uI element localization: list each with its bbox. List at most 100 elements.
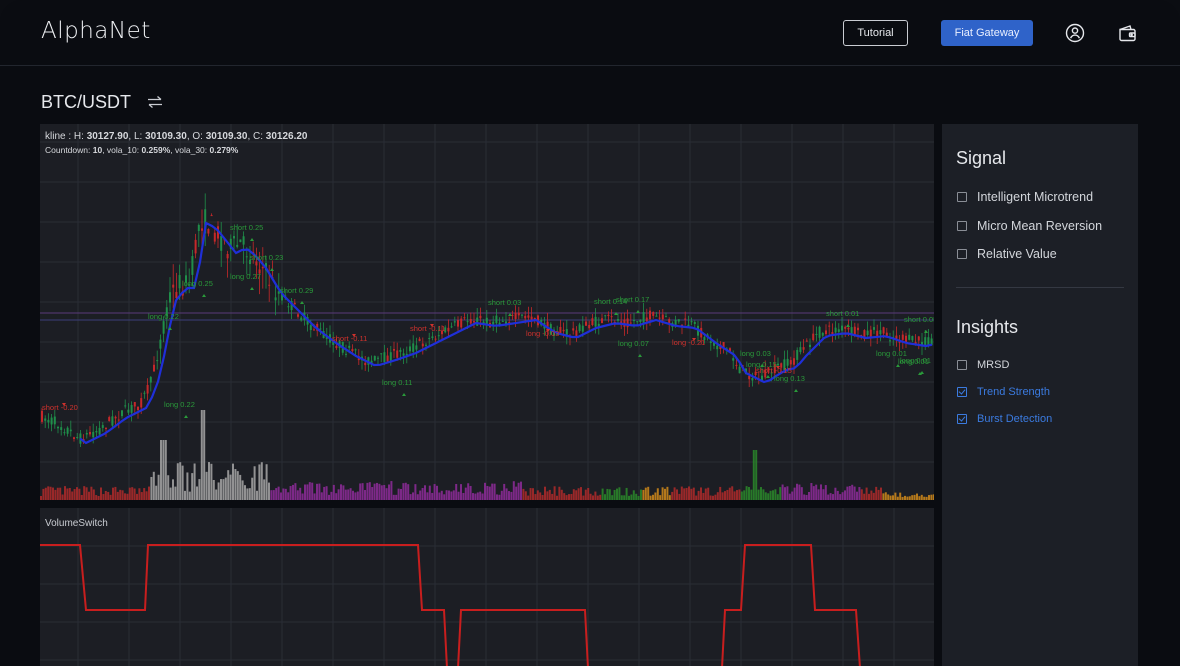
volume-bar [536, 490, 539, 500]
candle-body [220, 235, 223, 251]
candle-body [722, 342, 725, 349]
volume-bar [731, 486, 734, 500]
volume-bar [724, 491, 726, 500]
volume-bar [817, 489, 820, 500]
candle-body [121, 410, 123, 417]
candle-body [905, 335, 907, 343]
volume-bar [928, 495, 930, 500]
volume-bar [606, 488, 609, 500]
volume-bar [601, 488, 604, 500]
wallet-icon[interactable] [1116, 22, 1138, 44]
tutorial-button[interactable]: Tutorial [843, 20, 908, 46]
candle-body [389, 352, 392, 362]
kline-high: 30127.90 [86, 131, 129, 142]
volume-bar [342, 485, 345, 500]
checkbox[interactable] [957, 360, 967, 370]
candle-body [396, 350, 399, 358]
volume-bar [239, 474, 242, 500]
candle-body [681, 324, 683, 326]
insight-option-mrsd[interactable]: MRSD [957, 359, 1009, 371]
vola30-value: 0.279% [209, 145, 239, 155]
volume-bar [683, 488, 686, 500]
user-circle-icon[interactable] [1064, 22, 1086, 44]
checkbox[interactable] [957, 192, 967, 202]
volume-bar [690, 488, 693, 500]
candle-body [793, 358, 795, 365]
insights-heading: Insights [956, 317, 1019, 337]
candle-body [879, 330, 882, 335]
candle-body [66, 427, 69, 434]
signal-label: long 0.01 [876, 349, 907, 358]
candle-body [309, 325, 312, 331]
signal-option-micro-mean-reversion[interactable]: Micro Mean Reversion [957, 219, 1102, 233]
candle-body [498, 322, 501, 325]
moving-average-line [79, 221, 933, 445]
volume-bar [64, 486, 66, 500]
volume-bar [709, 495, 712, 500]
candle-body [476, 317, 479, 326]
candle-body [773, 363, 776, 374]
candle-body [268, 284, 271, 286]
volume-bar [800, 487, 803, 500]
fiat-gateway-button[interactable]: Fiat Gateway [941, 20, 1033, 46]
volume-bar [304, 484, 306, 500]
volume-bar [116, 491, 119, 500]
volume-bar [253, 466, 256, 500]
volume-bar [608, 489, 611, 500]
signal-option-relative-value[interactable]: Relative Value [957, 247, 1057, 261]
volume-bar [385, 488, 388, 500]
volume-bar [131, 487, 134, 500]
volume-bar [644, 487, 647, 500]
volume-bar [390, 481, 393, 500]
checkbox-checked[interactable] [957, 387, 967, 397]
candle-body [402, 353, 405, 356]
price-chart[interactable]: short -0.20 long 0.22 long 0.22 long 0.25 sh… [40, 124, 934, 500]
volume-bar [488, 486, 491, 500]
volume-bar [316, 483, 318, 500]
volume-bar [894, 492, 897, 500]
volume-bar [611, 495, 614, 500]
volume-bar [236, 471, 239, 500]
volume-bar [479, 491, 482, 500]
volume-bar [102, 494, 105, 500]
insight-option-burst-detection[interactable]: Burst Detection [957, 413, 1052, 425]
volume-bar [671, 491, 674, 500]
candle-body [501, 320, 504, 322]
candle-body [751, 378, 754, 381]
logo[interactable]: AlphaNet [41, 18, 151, 44]
insight-option-trend-strength[interactable]: Trend Strength [957, 386, 1050, 398]
candle-body [473, 321, 475, 323]
volume-bar [472, 493, 474, 500]
volume-bar [440, 490, 443, 500]
checkbox[interactable] [957, 249, 967, 259]
checkbox-checked[interactable] [957, 414, 967, 424]
signal-option-intelligent-microtrend[interactable]: Intelligent Microtrend [957, 190, 1093, 204]
volume-bar [712, 495, 714, 500]
volume-bar [784, 487, 786, 500]
volume-bar [582, 495, 585, 500]
signal-arrow [250, 238, 254, 241]
signal-heading: Signal [956, 148, 1007, 168]
volume-switch-chart[interactable]: VolumeSwitch [40, 508, 934, 666]
volume-bar [306, 484, 309, 500]
signal-annotations: short -0.20 long 0.22 long 0.22 long 0.25 sh… [42, 223, 934, 418]
volume-bar [424, 485, 426, 500]
candle-body [921, 342, 923, 346]
volume-bar [858, 487, 861, 500]
kline-l-label: , L: [128, 131, 146, 142]
signal-arrow [202, 294, 206, 297]
candle-body [850, 327, 853, 335]
signal-label: long 0.13 [774, 374, 805, 383]
volume-bar [162, 440, 165, 500]
volume-bar [455, 483, 458, 500]
volume-bar [716, 492, 719, 500]
candle-body [332, 340, 335, 345]
signal-label: short -0.11 [332, 334, 367, 343]
candle-body [277, 291, 280, 294]
volume-bar [599, 494, 602, 500]
volume-bar [380, 485, 383, 500]
checkbox[interactable] [957, 221, 967, 231]
signal-arrow [184, 415, 188, 418]
swap-arrows-icon[interactable] [146, 94, 164, 110]
volume-bar [572, 489, 575, 500]
